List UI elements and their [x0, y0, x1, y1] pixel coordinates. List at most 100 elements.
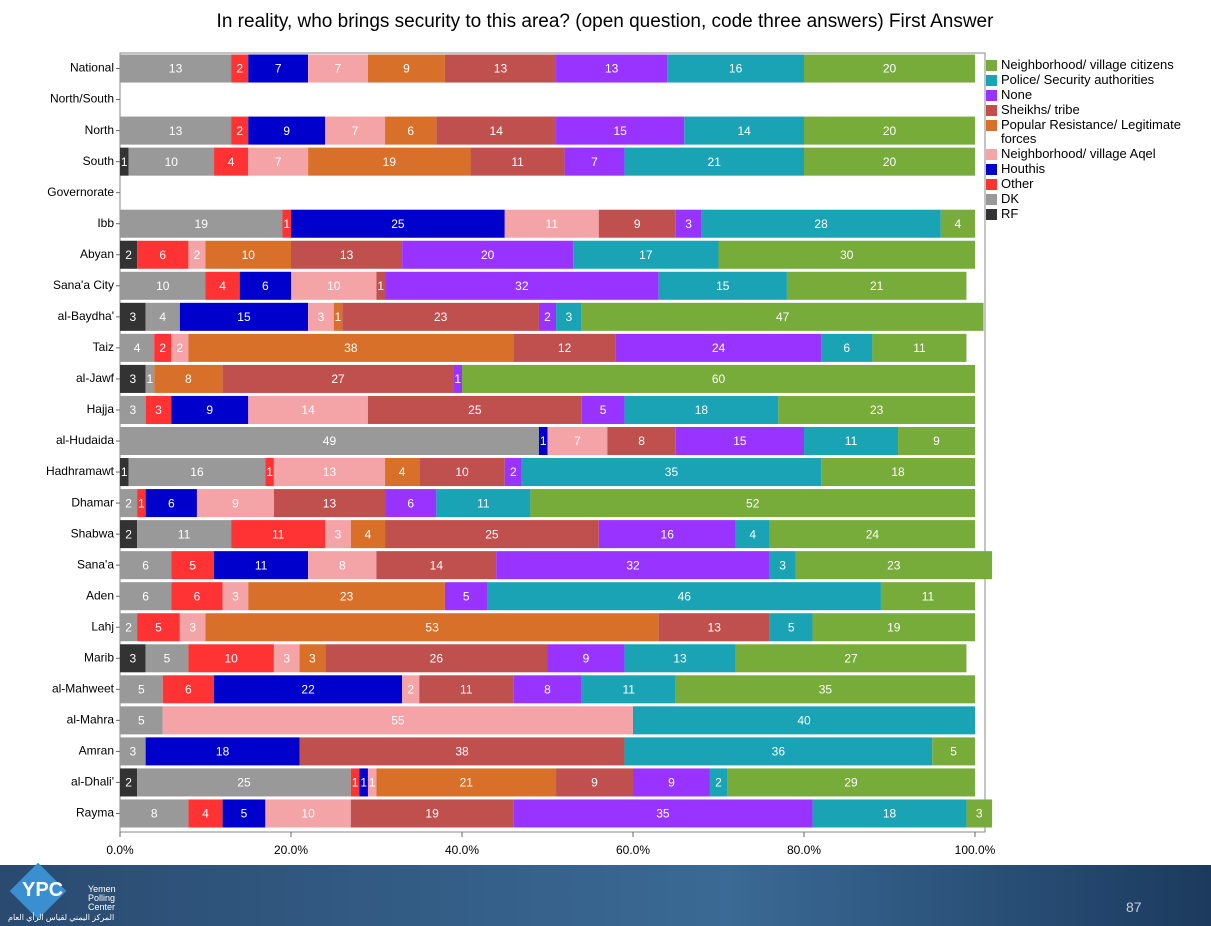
bar-segment [496, 551, 770, 580]
data-label: 20 [883, 155, 897, 169]
data-label: 7 [275, 62, 282, 76]
bar-segment [145, 302, 180, 331]
bar-segment [214, 551, 309, 580]
bar-segment [684, 116, 804, 145]
data-label: 9 [933, 434, 940, 448]
data-label: 40 [797, 714, 811, 728]
data-label: 5 [241, 807, 248, 821]
legend-label: RF [1001, 206, 1019, 221]
data-label: 38 [455, 745, 469, 759]
data-label: 2 [125, 776, 132, 790]
bar-segment [188, 799, 223, 828]
data-label: 11 [255, 558, 268, 572]
data-label: 2 [125, 248, 132, 262]
data-label: 16 [729, 62, 743, 76]
data-label: 5 [950, 745, 957, 759]
data-label: 14 [430, 558, 444, 572]
data-label: 6 [142, 558, 149, 572]
y-tick-label: al-Mahweet [52, 681, 115, 695]
bar-segment [487, 582, 881, 611]
bar-segment [137, 489, 146, 518]
bar-segment [453, 364, 462, 393]
bar-segment [179, 613, 206, 642]
bar-segment [291, 271, 377, 300]
data-label: 7 [335, 62, 342, 76]
bar-segment [444, 582, 488, 611]
data-label: 15 [733, 434, 747, 448]
bar-segment [419, 458, 505, 487]
data-label: 32 [515, 279, 529, 293]
data-label: 6 [168, 496, 175, 510]
data-label: 4 [159, 310, 166, 324]
data-label: 4 [134, 341, 141, 355]
data-label: 29 [844, 776, 858, 790]
data-label: 15 [716, 279, 730, 293]
bar-segment [444, 54, 557, 83]
data-label: 8 [638, 434, 645, 448]
data-label: 7 [352, 124, 359, 138]
data-label: 10 [242, 248, 256, 262]
bar-segment [137, 768, 351, 797]
bar-segment [120, 458, 129, 487]
bar-segment [419, 675, 514, 704]
data-label: 25 [391, 217, 405, 231]
y-tick-label: al-Hudaida [56, 433, 114, 447]
bar-segment [556, 302, 582, 331]
bar-segment [385, 271, 659, 300]
y-tick-label: Ibb [97, 216, 114, 230]
bar-segment [120, 520, 138, 549]
data-label: 23 [870, 403, 884, 417]
legend-swatch [986, 149, 997, 160]
data-label: 3 [309, 651, 316, 665]
bar-segment [325, 520, 351, 549]
bar-segment [231, 520, 326, 549]
data-label: 6 [407, 496, 414, 510]
data-label: 4 [955, 217, 962, 231]
bar-segment [248, 395, 368, 424]
bar-segment [367, 768, 377, 797]
bar-segment [214, 147, 249, 176]
bar-segment [214, 675, 403, 704]
logo-text: YPC [22, 879, 64, 901]
bar-segment [231, 54, 249, 83]
data-label: 13 [708, 620, 722, 634]
data-label: 23 [340, 589, 354, 603]
data-label: 5 [788, 620, 795, 634]
data-label: 3 [129, 745, 136, 759]
bar-segment [188, 333, 514, 362]
data-label: 4 [749, 527, 756, 541]
bar-segment [359, 768, 368, 797]
bar-segment [376, 551, 497, 580]
data-label: 23 [887, 558, 901, 572]
y-tick-label: Dhamar [71, 495, 114, 509]
data-label: 6 [407, 124, 414, 138]
data-label: 1 [454, 372, 461, 386]
bar-segment [769, 613, 813, 642]
data-label: 3 [155, 403, 162, 417]
data-label: 10 [165, 155, 179, 169]
data-label: 13 [323, 465, 337, 479]
legend-item: Sheikhs/ tribe [986, 103, 1196, 117]
bar-segment [804, 54, 975, 83]
legend-swatch [986, 90, 997, 101]
bar-segment [171, 395, 249, 424]
data-label: 27 [844, 651, 858, 665]
data-label: 11 [178, 527, 191, 541]
data-label: 13 [673, 651, 687, 665]
bar-segment [282, 209, 291, 238]
bar-segment [821, 333, 873, 362]
data-label: 2 [407, 682, 414, 696]
bar-segment [932, 737, 975, 766]
data-label: 13 [340, 248, 354, 262]
bar-segment [804, 147, 975, 176]
data-label: 11 [477, 496, 490, 510]
bar-segment [470, 147, 565, 176]
bar-segment [154, 364, 223, 393]
data-label: 9 [283, 124, 290, 138]
bar-segment [248, 582, 445, 611]
data-label: 22 [301, 682, 315, 696]
y-tick-label: Aden [86, 588, 114, 602]
bar-segment [538, 426, 548, 456]
y-tick-label: Hajja [87, 402, 115, 416]
bar-segment [735, 644, 967, 673]
